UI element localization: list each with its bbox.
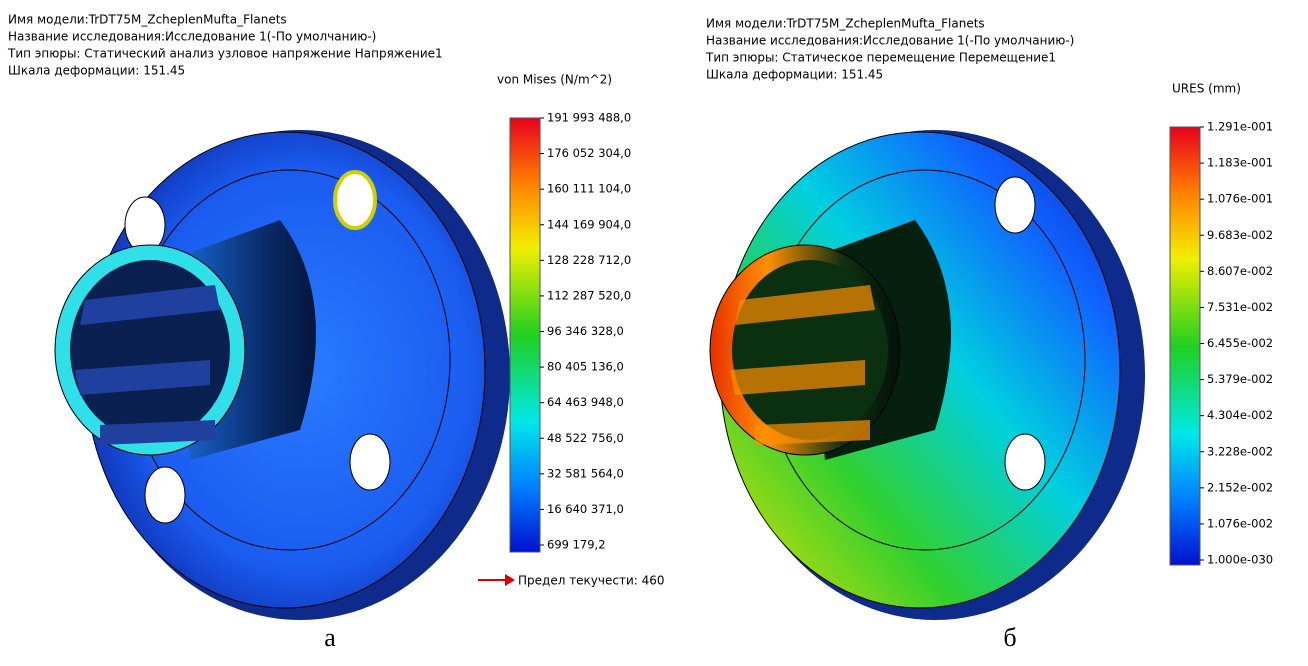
legend-title: URES (mm)	[1172, 82, 1241, 96]
legend-label: 3.228e-002	[1207, 444, 1273, 458]
color-bar	[510, 118, 540, 552]
legend-label: 48 522 756,0	[547, 431, 624, 445]
legend-label: 4.304e-002	[1207, 408, 1273, 422]
legend-label: 80 405 136,0	[547, 360, 624, 374]
legend-label: 699 179,2	[547, 538, 606, 552]
legend-label: 160 111 104,0	[547, 182, 631, 196]
legend-label: 8.607e-002	[1207, 264, 1273, 278]
legend-label: 128 228 712,0	[547, 253, 631, 267]
part-stress	[55, 130, 510, 620]
legend-label: 2.152e-002	[1207, 480, 1273, 494]
caption: а	[324, 623, 336, 652]
caption: б	[1003, 623, 1016, 652]
header-line: Шкала деформации: 151.45	[8, 64, 185, 78]
header-line: Имя модели:TrDT75M_ZcheplenMufta_Flanets	[8, 13, 287, 27]
legend-label: 9.683e-002	[1207, 228, 1273, 242]
header-line: Тип эпюры: Статический анализ узловое на…	[7, 47, 443, 61]
legend-label: 6.455e-002	[1207, 336, 1273, 350]
legend-label: 1.076e-001	[1207, 192, 1273, 206]
header-line: Тип эпюры: Статическое перемещение Перем…	[705, 51, 1056, 65]
legend-label: 1.183e-001	[1207, 156, 1273, 170]
legend-label: 144 169 904,0	[547, 217, 631, 231]
legend-label: 112 287 520,0	[547, 288, 631, 302]
yield-note: Предел текучести: 460	[518, 574, 665, 588]
part-displacement	[710, 130, 1145, 620]
legend-label: 32 581 564,0	[547, 466, 624, 480]
color-bar	[1170, 127, 1200, 565]
legend-label: 64 463 948,0	[547, 395, 624, 409]
header-line: Название исследования:Исследование 1(-По…	[8, 30, 376, 44]
legend-label: 1.291e-001	[1207, 120, 1273, 134]
legend-label: 16 640 371,0	[547, 502, 624, 516]
legend-label: 1.076e-002	[1207, 516, 1273, 530]
legend-label: 176 052 304,0	[547, 146, 631, 160]
header-line: Название исследования:Исследование 1(-По…	[706, 34, 1074, 48]
legend-label: 96 346 328,0	[547, 324, 624, 338]
header-line: Шкала деформации: 151.45	[706, 68, 883, 82]
page: Предел текучести: 460 von Mises (N/m^2) …	[0, 0, 1308, 666]
header-line: Имя модели:TrDT75M_ZcheplenMufta_Flanets	[706, 17, 985, 31]
legend-label: 191 993 488,0	[547, 111, 631, 125]
yield-arrow-head	[505, 574, 515, 586]
legend-title: von Mises (N/m^2)	[497, 73, 612, 87]
legend-label: 5.379e-002	[1207, 372, 1273, 386]
legend-label: 1.000e-030	[1207, 553, 1273, 567]
screen: Предел текучести: 460 von Mises (N/m^2) …	[0, 0, 1308, 666]
legend-label: 7.531e-002	[1207, 300, 1273, 314]
